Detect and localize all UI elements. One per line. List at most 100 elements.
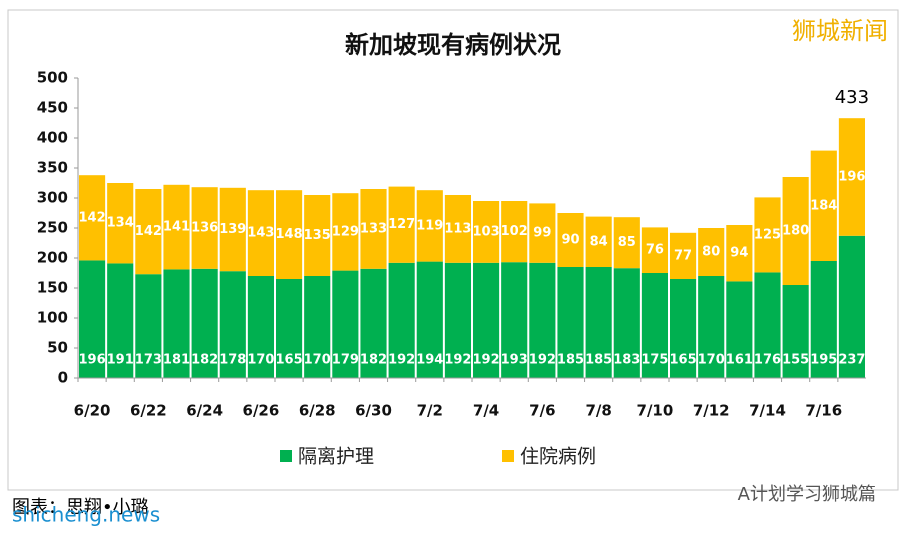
value-label: 182 bbox=[191, 353, 218, 368]
value-label: 192 bbox=[473, 353, 500, 368]
value-label: 129 bbox=[332, 224, 359, 239]
value-label: 182 bbox=[360, 353, 387, 368]
bar-segment bbox=[501, 262, 528, 378]
bar-segment bbox=[641, 227, 668, 273]
bar-segment bbox=[276, 190, 303, 279]
value-label: 139 bbox=[219, 222, 246, 237]
bar-segment bbox=[332, 270, 359, 378]
value-label: 148 bbox=[276, 227, 303, 242]
value-label: 165 bbox=[670, 353, 697, 368]
value-label: 170 bbox=[247, 353, 274, 368]
y-tick-label: 350 bbox=[37, 159, 68, 177]
value-label: 193 bbox=[501, 353, 528, 368]
bar-segment bbox=[557, 267, 584, 378]
value-label: 196 bbox=[79, 353, 106, 368]
x-tick-label: 7/4 bbox=[473, 402, 499, 420]
watermark: 狮城新闻 bbox=[792, 17, 888, 45]
bar-segment bbox=[416, 261, 443, 378]
bar-segment bbox=[135, 274, 162, 378]
bar-segment bbox=[698, 228, 725, 276]
bar-segment bbox=[529, 262, 556, 378]
value-label: 192 bbox=[444, 353, 471, 368]
bar-segment bbox=[360, 189, 387, 269]
y-tick-label: 150 bbox=[37, 279, 68, 297]
bar-segment bbox=[782, 177, 809, 285]
value-label: 192 bbox=[388, 353, 415, 368]
value-label: 102 bbox=[501, 224, 528, 239]
x-tick-label: 7/14 bbox=[749, 402, 786, 420]
bar-segment bbox=[726, 281, 753, 378]
bar-segment bbox=[304, 276, 331, 378]
legend-swatch bbox=[502, 450, 514, 462]
value-label: 176 bbox=[754, 353, 781, 368]
account: A计划学习狮城篇 bbox=[738, 484, 876, 505]
bar-segment bbox=[360, 268, 387, 378]
value-label: 127 bbox=[388, 217, 415, 232]
value-label: 136 bbox=[191, 221, 218, 236]
value-label: 142 bbox=[79, 210, 106, 225]
value-label: 175 bbox=[641, 353, 668, 368]
bar-segment bbox=[585, 267, 612, 378]
value-label: 178 bbox=[219, 353, 246, 368]
site: shicheng.news bbox=[12, 503, 160, 527]
y-tick-label: 100 bbox=[37, 309, 68, 327]
bar-segment bbox=[107, 263, 134, 378]
bar-segment bbox=[163, 269, 190, 378]
bar-segment bbox=[754, 272, 781, 378]
bar-segment bbox=[444, 195, 471, 263]
bar-segment bbox=[444, 262, 471, 378]
value-label: 103 bbox=[473, 224, 500, 239]
bar-segment bbox=[304, 195, 331, 276]
bar-segment bbox=[388, 186, 415, 263]
x-tick-label: 6/30 bbox=[355, 402, 392, 420]
y-tick-label: 50 bbox=[47, 339, 68, 357]
value-label: 141 bbox=[163, 220, 190, 235]
value-label: 99 bbox=[533, 226, 551, 241]
bar-segment bbox=[670, 279, 697, 378]
value-label: 237 bbox=[838, 353, 865, 368]
bar-segment bbox=[79, 260, 106, 378]
bar-segment bbox=[726, 225, 753, 282]
bar-segment bbox=[191, 187, 218, 269]
value-label: 76 bbox=[646, 243, 664, 258]
value-label: 143 bbox=[247, 226, 274, 241]
bar-segment bbox=[810, 150, 837, 261]
bar-segment bbox=[388, 262, 415, 378]
x-tick-label: 7/12 bbox=[693, 402, 730, 420]
bar-segment bbox=[838, 118, 865, 236]
legend-swatch bbox=[280, 450, 292, 462]
bar-segment bbox=[501, 201, 528, 263]
bar-segment bbox=[670, 232, 697, 279]
value-label: 133 bbox=[360, 221, 387, 236]
value-label: 170 bbox=[304, 353, 331, 368]
bar-segment bbox=[782, 285, 809, 378]
value-label: 161 bbox=[726, 353, 753, 368]
x-tick-label: 6/26 bbox=[243, 402, 280, 420]
value-label: 77 bbox=[674, 248, 692, 263]
value-label: 191 bbox=[107, 353, 134, 368]
x-tick-label: 6/20 bbox=[74, 402, 111, 420]
bar-segment bbox=[276, 279, 303, 378]
bar-segment bbox=[473, 201, 500, 263]
y-tick-label: 300 bbox=[37, 189, 68, 207]
bar-segment bbox=[613, 268, 640, 378]
value-label: 119 bbox=[416, 218, 443, 233]
bar-segment bbox=[585, 216, 612, 267]
value-label: 173 bbox=[135, 353, 162, 368]
y-tick-label: 200 bbox=[37, 249, 68, 267]
value-label: 179 bbox=[332, 353, 359, 368]
bar-segment bbox=[641, 273, 668, 378]
bar-segment bbox=[416, 190, 443, 262]
legend-label: 住院病例 bbox=[520, 446, 596, 468]
y-tick-label: 450 bbox=[37, 99, 68, 117]
bar-segment bbox=[613, 217, 640, 269]
value-label: 170 bbox=[698, 353, 725, 368]
value-label: 90 bbox=[561, 233, 579, 248]
bar-segment bbox=[754, 197, 781, 273]
bar-segment bbox=[219, 187, 246, 272]
value-label: 84 bbox=[590, 234, 608, 249]
value-label: 113 bbox=[444, 221, 471, 236]
credit: 图表：思翔•小璐 bbox=[12, 497, 149, 518]
value-label: 185 bbox=[585, 353, 612, 368]
